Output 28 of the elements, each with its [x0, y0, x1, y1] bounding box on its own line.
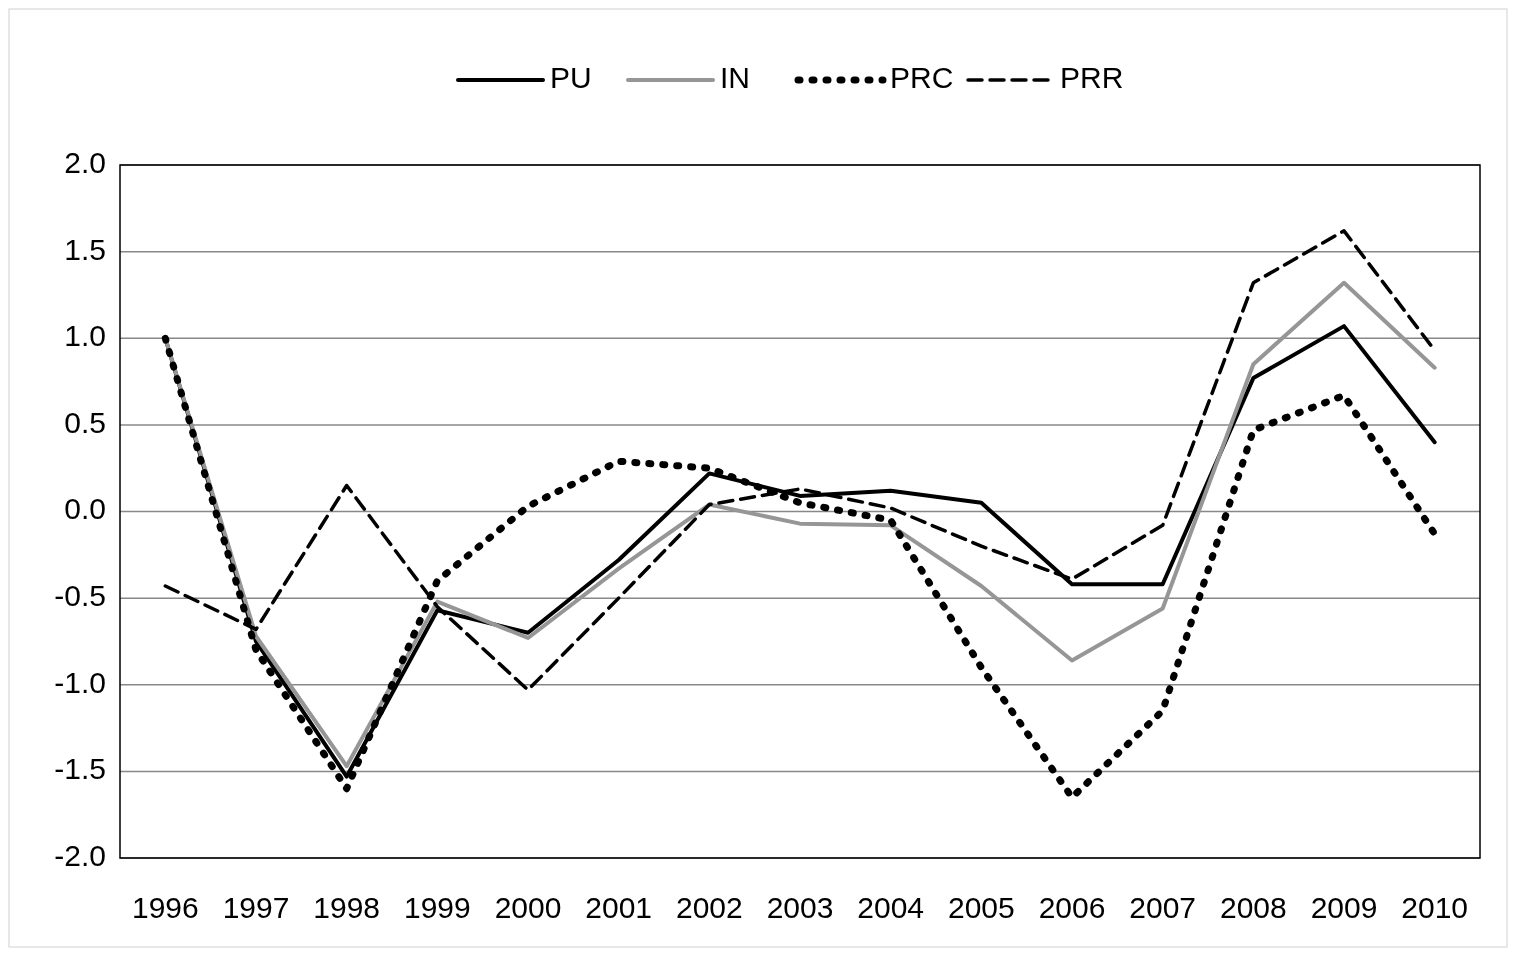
x-tick-label: 1997	[222, 891, 290, 924]
x-tick-label: 2007	[1129, 891, 1197, 924]
x-tick-label: 1999	[403, 891, 471, 924]
legend-label: PU	[550, 60, 592, 94]
y-tick-label: -0.5	[54, 579, 106, 613]
y-tick-label: 1.5	[64, 232, 106, 266]
legend-label: IN	[720, 60, 750, 94]
x-tick-label: 2004	[857, 891, 925, 924]
x-tick-label: 2006	[1038, 891, 1106, 924]
x-tick-label: 1998	[313, 891, 381, 924]
x-tick-label: 2002	[675, 891, 743, 924]
x-tick-label: 1996	[131, 891, 199, 924]
y-tick-label: 2.0	[64, 145, 106, 179]
y-tick-label: 0.0	[64, 492, 106, 526]
x-tick-label: 2000	[494, 891, 562, 924]
x-tick-label: 2003	[766, 891, 834, 924]
legend-label: PRR	[1060, 60, 1124, 94]
x-tick-label: 2010	[1401, 891, 1469, 924]
y-tick-label: -2.0	[54, 838, 106, 872]
legend-label: PRC	[890, 60, 954, 94]
x-tick-label: 2008	[1219, 891, 1287, 924]
x-tick-label: 2005	[947, 891, 1015, 924]
x-tick-label: 2001	[585, 891, 653, 924]
y-tick-label: -1.0	[54, 665, 106, 699]
y-tick-label: 1.0	[64, 319, 106, 353]
y-tick-label: 0.5	[64, 405, 106, 439]
y-tick-label: -1.5	[54, 752, 106, 786]
x-tick-label: 2009	[1310, 891, 1378, 924]
